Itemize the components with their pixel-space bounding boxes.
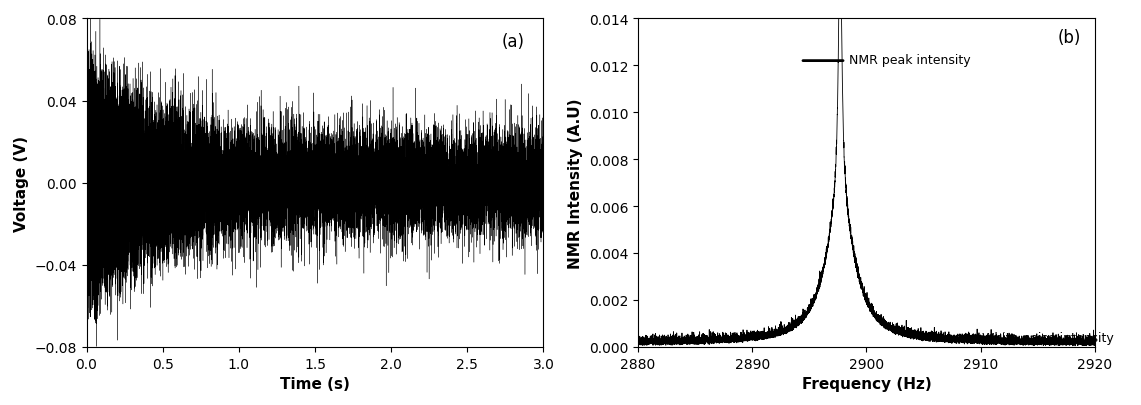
Text: NMR peak intensity: NMR peak intensity: [849, 54, 971, 67]
X-axis label: Frequency (Hz): Frequency (Hz): [801, 376, 931, 391]
Text: White noise intensity: White noise intensity: [981, 332, 1114, 345]
Text: (a): (a): [502, 32, 525, 50]
Text: (b): (b): [1058, 29, 1082, 47]
Y-axis label: NMR Intensity (A.U): NMR Intensity (A.U): [568, 98, 583, 268]
Y-axis label: Voltage (V): Voltage (V): [14, 135, 29, 231]
X-axis label: Time (s): Time (s): [280, 376, 350, 391]
